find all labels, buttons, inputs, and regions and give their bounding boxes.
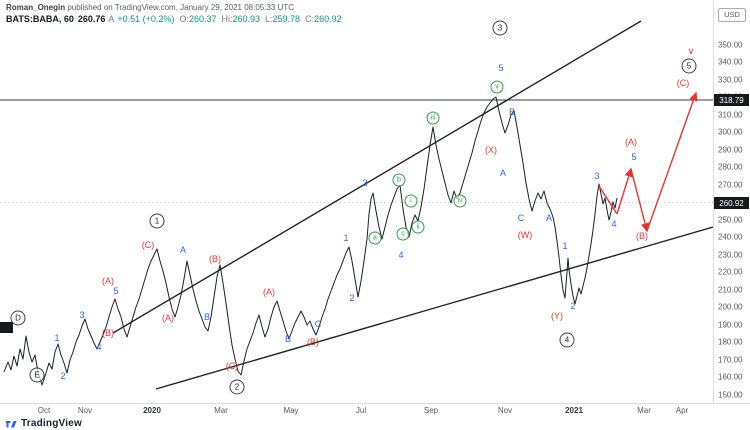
left-edge-marker — [0, 322, 13, 333]
x-axis-tick: Nov — [77, 406, 93, 415]
author-name: Roman_Onegin — [6, 3, 66, 12]
y-axis-tick: 270.00 — [718, 180, 743, 190]
byline-text: published on TradingView.com, January 29… — [65, 3, 295, 12]
upper-trendline[interactable] — [112, 20, 642, 334]
x-axis-tick: Mar — [637, 406, 651, 415]
projection-arrow-segment — [646, 91, 698, 232]
y-axis-tick: 290.00 — [718, 145, 743, 155]
ohlc-values: O:260.37 Hi:260.93 L:259.78 C:260.92 — [174, 14, 341, 24]
y-axis-tick: 160.00 — [718, 372, 743, 382]
tradingview-logo-icon[interactable] — [5, 418, 17, 430]
x-axis-tick: Oct — [37, 406, 51, 415]
price-chart-canvas[interactable] — [0, 0, 713, 403]
price-tag: 318.79 — [714, 94, 749, 106]
session-flag: A — [108, 14, 115, 24]
ohlc-value: 260.92 — [314, 14, 342, 24]
y-axis-tick: 170.00 — [718, 355, 743, 365]
last-price-value: 260.76 — [77, 14, 106, 24]
ohlc-key: Hi: — [221, 14, 233, 24]
y-axis-tick: 210.00 — [718, 285, 743, 295]
price-tag: 260.92 — [714, 197, 749, 209]
ohlc-key: C: — [305, 14, 315, 24]
ohlc-key: O: — [179, 14, 189, 24]
y-axis-tick: 310.00 — [718, 110, 743, 120]
y-axis-tick: 190.00 — [718, 320, 743, 330]
y-axis-tick: 180.00 — [718, 337, 743, 347]
y-axis-tick: 200.00 — [718, 302, 743, 312]
y-axis-tick: 150.00 — [718, 390, 743, 400]
y-axis-tick: 220.00 — [718, 267, 743, 277]
x-axis-tick: Jul — [355, 406, 367, 415]
x-axis-tick: Mar — [214, 406, 228, 415]
chart-header: Roman_Onegin published on TradingView.co… — [6, 3, 342, 24]
ohlc-key: L: — [265, 14, 273, 24]
y-axis-tick: 350.00 — [718, 40, 743, 50]
ohlc-value: 260.37 — [188, 14, 217, 24]
symbol-name: BATS:BABA, 60 — [6, 14, 74, 24]
tradingview-wordmark[interactable]: TradingView — [21, 418, 82, 429]
time-axis[interactable]: Oct Nov 2020 Mar May Jul Sep Nov 2021 Mar Apr — [0, 403, 750, 418]
price-line-series — [3, 96, 618, 386]
ohlc-value: 260.93 — [232, 14, 261, 24]
red-projection-arrows[interactable] — [598, 91, 698, 233]
currency-unit-badge: USD — [718, 8, 746, 22]
projection-arrow-segment — [616, 167, 633, 215]
y-axis-tick: 230.00 — [718, 250, 743, 260]
price-change: +0.51 (+0.2%) — [117, 14, 175, 24]
y-axis-tick: 340.00 — [718, 57, 743, 67]
lower-trendline[interactable] — [155, 226, 713, 390]
projection-arrow-segment — [598, 185, 618, 215]
y-axis-tick: 330.00 — [718, 75, 743, 85]
symbol-legend[interactable]: BATS:BABA, 60 260.76 A +0.51 (+0.2%) O:260.3… — [6, 14, 342, 24]
x-axis-tick: 2021 — [565, 406, 583, 415]
y-axis-tick: 300.00 — [718, 127, 743, 137]
x-axis-tick: 2020 — [143, 406, 161, 415]
y-axis-tick: 240.00 — [718, 232, 743, 242]
published-byline: Roman_Onegin published on TradingView.co… — [6, 3, 342, 12]
ohlc-value: 259.78 — [272, 14, 301, 24]
footer-bar: TradingView — [0, 417, 750, 430]
x-axis-tick: Sep — [423, 406, 439, 415]
y-axis-tick: 280.00 — [718, 162, 743, 172]
x-axis-tick: May — [283, 406, 299, 415]
x-axis-tick: Nov — [497, 406, 513, 415]
projection-arrow-segment — [630, 168, 650, 233]
y-axis-tick: 250.00 — [718, 215, 743, 225]
x-axis-tick: Apr — [675, 406, 689, 415]
